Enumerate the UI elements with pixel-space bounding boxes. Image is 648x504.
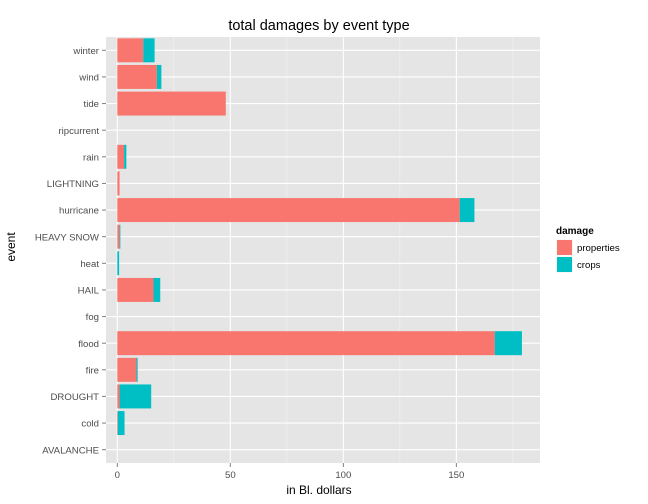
bar-hurricane-properties — [117, 198, 460, 223]
y-tick-label: flood — [78, 339, 99, 350]
y-tick-label: LIGHTNING — [47, 179, 99, 190]
bar-heat-crops — [117, 251, 120, 276]
bar-rain-crops — [124, 144, 127, 169]
bar-cold-properties — [117, 411, 119, 436]
bar-tide-properties — [117, 91, 226, 116]
x-tick-label: 0 — [115, 470, 120, 481]
bars — [117, 38, 522, 436]
bar-cold-crops — [117, 411, 125, 436]
bar-drought-properties — [117, 384, 120, 409]
y-tick-label: rain — [83, 152, 99, 163]
legend-label-properties: properties — [577, 243, 620, 254]
x-tick-label: 150 — [448, 470, 464, 481]
y-tick-label: ripcurrent — [58, 126, 99, 137]
y-tick-label: heat — [80, 259, 99, 270]
bar-rain-properties — [117, 144, 125, 169]
y-tick-label: wind — [78, 73, 99, 84]
bar-winter-crops — [143, 38, 155, 63]
bar-wind-crops — [156, 64, 162, 89]
bar-fire-crops — [136, 357, 138, 382]
bar-hail-crops — [153, 277, 161, 302]
x-axis: 0 50 100 150 — [115, 463, 464, 481]
legend: damage properties crops — [555, 226, 620, 274]
bar-drought-crops — [119, 384, 152, 409]
y-tick-label: fire — [86, 365, 99, 376]
bar-hurricane-crops — [459, 198, 475, 223]
y-tick-label: winter — [72, 46, 99, 57]
bar-heavy-snow-crops — [119, 224, 121, 249]
legend-swatch-properties — [557, 240, 572, 255]
y-tick-label: HEAVY SNOW — [35, 232, 100, 243]
chart-title: total damages by event type — [228, 18, 409, 34]
x-tick-label: 50 — [225, 470, 236, 481]
bar-wind-properties — [117, 64, 157, 89]
bar-lightning-properties — [117, 171, 120, 196]
bar-winter-properties — [117, 38, 144, 63]
bar-heavy-snow-properties — [117, 224, 120, 249]
y-tick-label: cold — [81, 419, 99, 430]
grid-lines — [106, 37, 540, 463]
x-axis-label: in Bl. dollars — [286, 483, 351, 497]
legend-swatch-crops — [557, 257, 572, 272]
bar-flood-crops — [494, 331, 522, 356]
y-tick-label: DROUGHT — [51, 392, 100, 403]
bar-hail-properties — [117, 277, 154, 302]
y-tick-label: fog — [86, 312, 99, 323]
y-axis-label: event — [4, 232, 18, 262]
y-axis: AVALANCHE cold DROUGHT fire flood fog HAIL heat… — [35, 46, 106, 456]
legend-label-crops: crops — [577, 260, 601, 271]
legend-title: damage — [556, 226, 594, 237]
x-tick-label: 100 — [335, 470, 351, 481]
bar-fire-properties — [117, 357, 137, 382]
y-tick-label: tide — [84, 99, 99, 110]
y-tick-label: hurricane — [59, 206, 99, 217]
bar-flood-properties — [117, 331, 495, 356]
y-tick-label: AVALANCHE — [42, 445, 99, 456]
y-tick-label: HAIL — [78, 286, 100, 297]
